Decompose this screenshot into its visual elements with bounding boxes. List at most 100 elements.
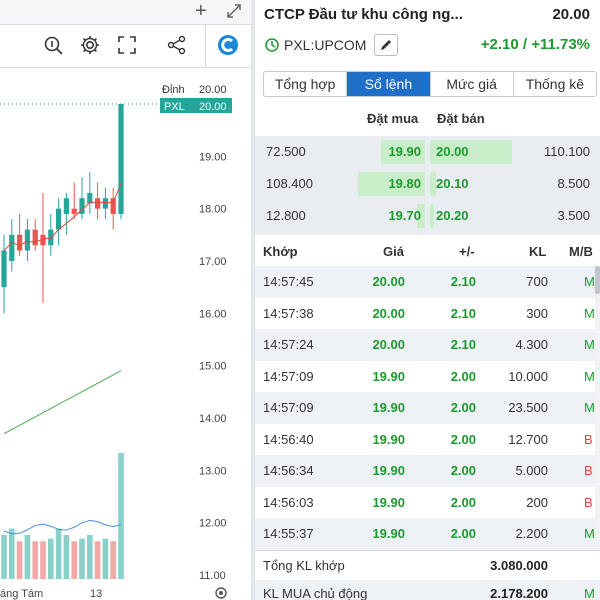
buy-price: 19.90 (388, 144, 421, 159)
buy-volume: 72.500 (266, 144, 306, 159)
candlestick-chart[interactable]: 19.00 18.00 17.00 16.00 15.00 14.00 13.00 12.00… (0, 67, 251, 600)
brand-logo-icon (218, 35, 238, 55)
match-time: 14:57:24 (263, 337, 314, 352)
candle-body (95, 198, 101, 209)
share-icon[interactable] (166, 34, 188, 56)
order-book-header: Đặt mua Đặt bán (255, 100, 600, 136)
stock-detail-panel: CTCP Đầu tư khu công ng... 20.00 PXL:UPC… (255, 0, 600, 600)
edit-button[interactable] (374, 34, 399, 56)
code-tag-label: PXL (164, 101, 185, 113)
match-row[interactable]: 14:56:03 19.90 2.00 200 B (255, 486, 600, 518)
volume-bar (32, 541, 38, 579)
match-change: 2.10 (450, 337, 476, 352)
match-price: 19.90 (372, 431, 405, 447)
candle-body (71, 208, 77, 214)
match-time: 14:55:37 (263, 526, 314, 541)
y-tick-label: 16.00 (199, 308, 227, 320)
buy-header: Đặt mua (367, 111, 419, 126)
plus-icon[interactable]: + (195, 0, 207, 22)
summary-side: M (584, 586, 595, 600)
match-side: M (584, 400, 595, 415)
candle-body (17, 234, 23, 251)
match-volume: 5.000 (515, 463, 548, 478)
match-list[interactable]: 14:57:45 20.00 2.10 700 M 14:57:38 20.00 2.10 30… (255, 266, 600, 550)
sell-volume-bar (430, 172, 436, 196)
tab-so-lenh[interactable]: Sổ lệnh (347, 72, 431, 96)
match-row[interactable]: 14:56:34 19.90 2.00 5.000 B (255, 455, 600, 487)
sell-volume-bar (430, 204, 434, 228)
buy-volume: 12.800 (266, 208, 306, 223)
match-price: 19.90 (372, 368, 405, 384)
stock-code: PXL:UPCOM (284, 37, 367, 53)
match-header: Khớp Giá +/- KL M/B (255, 236, 600, 266)
expand-icon[interactable] (226, 3, 242, 19)
refresh-clock-icon[interactable] (264, 37, 280, 53)
pencil-icon (381, 40, 392, 50)
settings-gear-icon[interactable] (79, 34, 101, 56)
order-book-row[interactable]: 72.500 19.90 20.00 110.100 (255, 136, 600, 168)
match-side: B (584, 431, 593, 447)
volume-bar (87, 534, 93, 579)
zoom-search-icon[interactable] (42, 34, 64, 56)
match-price: 20.00 (372, 274, 405, 289)
candle-body (40, 234, 46, 246)
match-price: 19.90 (372, 400, 405, 415)
match-row[interactable]: 14:57:24 20.00 2.10 4.300 M (255, 329, 600, 361)
sell-header: Đặt bán (437, 111, 485, 126)
scrollbar-thumb[interactable] (595, 266, 600, 294)
match-row[interactable]: 14:57:45 20.00 2.10 700 M (255, 266, 600, 298)
match-row[interactable]: 14:55:37 19.90 2.00 2.200 M (255, 518, 600, 550)
detail-tabs: Tổng hợp Sổ lệnh Mức giá Thống kê (263, 71, 597, 97)
x-tick-label: 13 (90, 588, 102, 600)
stock-code-group: PXL:UPCOM (264, 34, 399, 56)
candle-body (32, 229, 38, 246)
match-price: 19.90 (372, 494, 405, 510)
y-tick-label: 19.00 (199, 151, 227, 163)
match-volume: 700 (526, 274, 548, 289)
match-change: 2.10 (450, 305, 476, 321)
y-tick-label: 17.00 (199, 256, 227, 268)
header-change: +/- (459, 244, 475, 259)
volume-bar (94, 541, 101, 579)
high-tag-label: Đỉnh (162, 84, 185, 96)
sell-price: 20.20 (436, 208, 469, 223)
sell-volume: 3.500 (557, 208, 590, 223)
tab-thong-ke[interactable]: Thống kê (513, 72, 596, 96)
volume-bar (79, 538, 85, 579)
stock-change: +2.10 / +11.73% (480, 36, 590, 53)
match-change: 2.00 (450, 526, 476, 541)
match-side: B (584, 494, 593, 510)
ma-line (3, 183, 122, 251)
sell-price: 20.00 (436, 144, 469, 159)
chart-toolbar (0, 24, 251, 68)
buy-volume: 108.400 (266, 176, 313, 191)
order-book-row[interactable]: 12.800 19.70 20.20 3.500 (255, 200, 600, 232)
volume-bar (102, 538, 109, 579)
sell-volume-bar (430, 140, 512, 164)
match-row[interactable]: 14:57:09 19.90 2.00 23.500 M (255, 392, 600, 424)
summary-value: 3.080.000 (490, 558, 548, 573)
match-volume: 12.700 (508, 431, 548, 447)
order-book-row[interactable]: 108.400 19.80 20.10 8.500 (255, 168, 600, 200)
y-tick-label: 13.00 (199, 465, 227, 477)
scrollbar-track[interactable] (595, 266, 600, 550)
match-row[interactable]: 14:57:38 20.00 2.10 300 M (255, 297, 600, 329)
code-tag-bg (160, 98, 232, 113)
match-side: M (584, 526, 595, 541)
match-change: 2.00 (450, 494, 476, 510)
volume-bar (9, 528, 15, 579)
panel-divider[interactable] (251, 0, 255, 600)
tab-tong-hop[interactable]: Tổng hợp (264, 72, 348, 96)
match-row[interactable]: 14:56:40 19.90 2.00 12.700 B (255, 423, 600, 455)
fullscreen-icon[interactable] (116, 34, 138, 56)
candle-body (1, 250, 7, 288)
match-price: 19.90 (372, 526, 405, 541)
tab-muc-gia[interactable]: Mức giá (430, 72, 514, 96)
settings-gear-icon[interactable] (215, 587, 227, 599)
match-side: M (584, 368, 595, 384)
match-time: 14:57:09 (263, 368, 314, 384)
summary: Tổng KL khớp 3.080.000 KL MUA chủ động 2.17… (255, 550, 600, 600)
chart-panel: + 19.00 18.00 17.00 16.00 15.00 (0, 0, 251, 600)
match-row[interactable]: 14:57:09 19.90 2.00 10.000 M (255, 360, 600, 392)
match-time: 14:57:09 (263, 400, 314, 415)
